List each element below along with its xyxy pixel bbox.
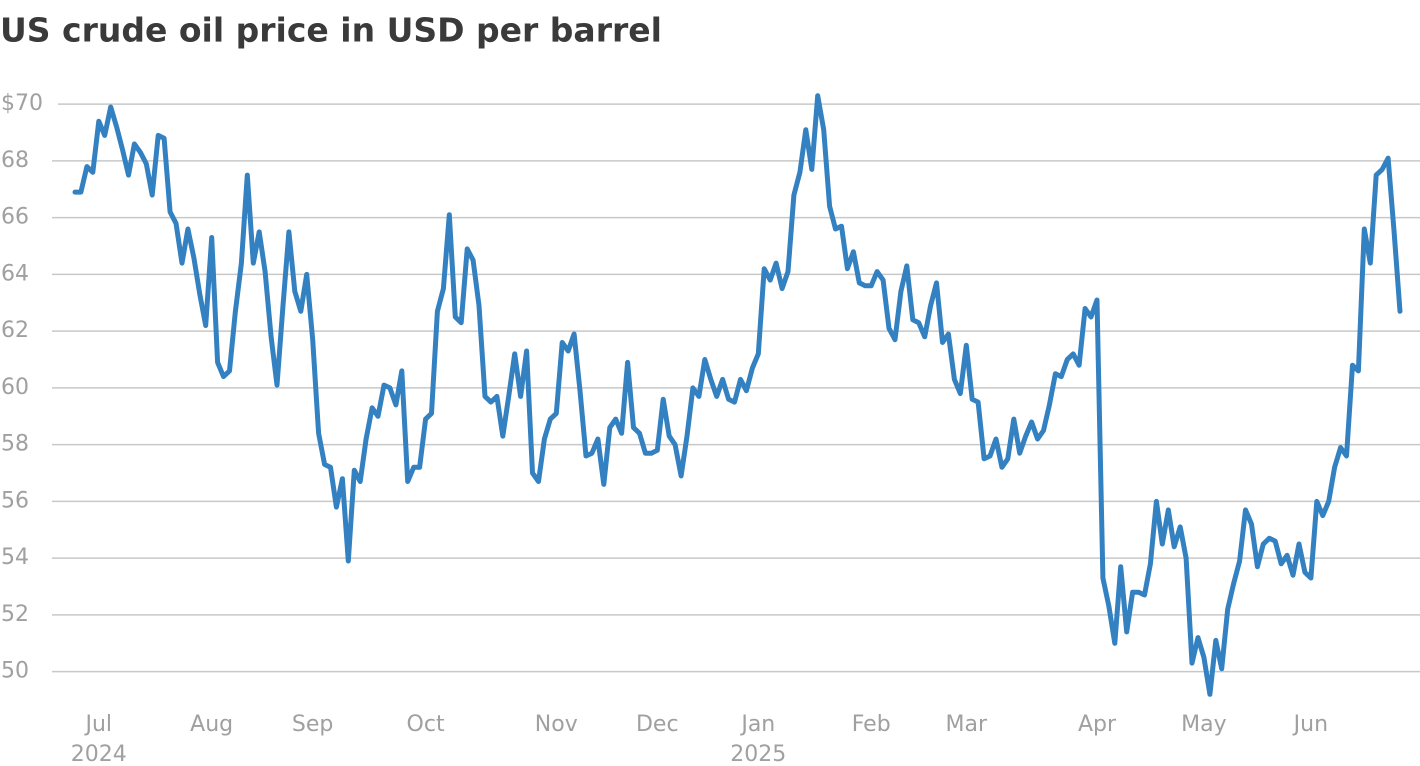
x-year-label: 2024 bbox=[71, 742, 127, 766]
y-tick-label: 50 bbox=[1, 659, 29, 684]
y-tick-label: $70 bbox=[1, 91, 43, 116]
x-tick-label: May bbox=[1181, 712, 1226, 737]
x-tick-label: Nov bbox=[535, 712, 578, 737]
chart-title: US crude oil price in USD per barrel bbox=[0, 11, 662, 50]
y-tick-label: 56 bbox=[1, 488, 29, 513]
x-tick-label: Jul bbox=[83, 712, 112, 737]
x-tick-label: Jan bbox=[739, 712, 775, 737]
x-tick-label: Aug bbox=[190, 712, 233, 737]
x-tick-label: Dec bbox=[636, 712, 679, 737]
price-line bbox=[72, 93, 1403, 697]
x-tick-label: Feb bbox=[852, 712, 891, 737]
x-tick-label: Apr bbox=[1078, 712, 1117, 737]
x-tick-label: Sep bbox=[292, 712, 333, 737]
x-tick-label: Jun bbox=[1292, 712, 1328, 737]
y-tick-label: 54 bbox=[1, 545, 29, 570]
y-tick-label: 64 bbox=[1, 261, 29, 286]
x-year-label: 2025 bbox=[730, 742, 786, 766]
x-tick-label: Mar bbox=[945, 712, 987, 737]
y-tick-label: 66 bbox=[1, 205, 29, 230]
y-tick-label: 60 bbox=[1, 375, 29, 400]
y-tick-label: 62 bbox=[1, 318, 29, 343]
y-tick-label: 68 bbox=[1, 148, 29, 173]
x-tick-label: Oct bbox=[407, 712, 445, 737]
y-tick-label: 52 bbox=[1, 602, 29, 627]
y-tick-label: 58 bbox=[1, 432, 29, 457]
